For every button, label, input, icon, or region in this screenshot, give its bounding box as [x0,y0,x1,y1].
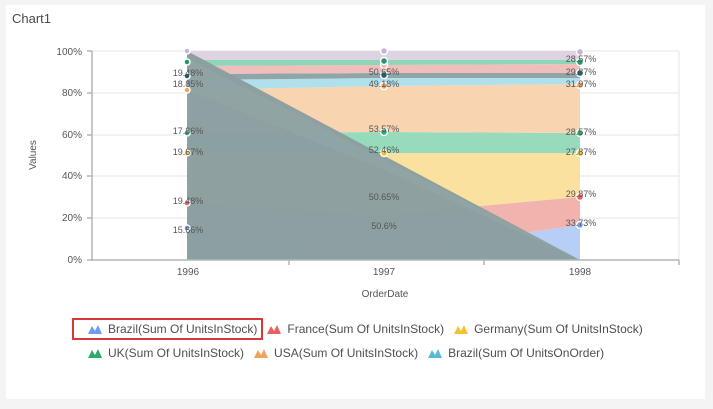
svg-text:20%: 20% [62,213,82,224]
legend-item-france[interactable]: France(Sum Of UnitsInStock) [263,320,448,338]
legend-item-uk[interactable]: UK(Sum Of UnitsInStock) [74,344,248,362]
svg-text:50.6%: 50.6% [371,221,397,231]
x-axis-title: OrderDate [362,289,409,300]
chart-card: Chart1 [6,5,705,399]
svg-text:100%: 100% [56,47,82,58]
area-series-icon [254,349,269,358]
area-series-icon [267,325,282,334]
area-series-icon [88,349,102,358]
svg-text:52.46%: 52.46% [369,145,400,155]
svg-text:15.66%: 15.66% [173,225,204,235]
svg-text:28.57%: 28.57% [566,54,597,64]
svg-text:40%: 40% [62,171,82,182]
svg-text:50.65%: 50.65% [369,67,400,77]
legend-item-usa[interactable]: USA(Sum Of UnitsInStock) [250,344,422,362]
area-series-icon [428,349,443,358]
svg-text:19.67%: 19.67% [173,147,204,157]
svg-text:50.65%: 50.65% [369,192,400,202]
svg-text:17.86%: 17.86% [173,126,204,136]
area-series-icon [88,325,102,334]
svg-text:53.57%: 53.57% [369,124,400,134]
svg-text:29.87%: 29.87% [566,189,597,199]
axes [87,50,680,265]
svg-text:27.87%: 27.87% [566,147,597,157]
markers [183,46,585,232]
legend-item-germany[interactable]: Germany(Sum Of UnitsInStock) [450,320,647,338]
svg-text:1996: 1996 [177,267,200,278]
svg-text:1998: 1998 [569,267,592,278]
x-axis-ticks: 1996 1997 1998 [177,267,592,278]
svg-text:0%: 0% [68,255,83,266]
legend-item-brazil-unitsinstock[interactable]: Brazil(Sum Of UnitsInStock) [71,318,264,340]
chart-legend: Brazil(Sum Of UnitsInStock) France(Sum O… [71,317,674,365]
svg-text:33.73%: 33.73% [566,218,597,228]
svg-text:1997: 1997 [373,267,396,278]
y-axis-ticks: 0% 20% 40% 60% 80% 100% [56,47,82,266]
svg-text:19.48%: 19.48% [173,68,204,78]
svg-text:18.85%: 18.85% [173,79,204,89]
svg-text:80%: 80% [62,88,82,99]
svg-text:31.97%: 31.97% [566,79,597,89]
svg-text:29.87%: 29.87% [566,67,597,77]
data-labels: 15.66% 19.48% 19.67% 17.86% 18.85% 19.48… [173,54,597,235]
chart-plot-area: 15.66% 19.48% 19.67% 17.86% 18.85% 19.48… [28,46,680,300]
svg-text:60%: 60% [62,130,82,141]
area-series-icon [454,325,469,334]
legend-item-brazil-unitsonorder[interactable]: Brazil(Sum Of UnitsOnOrder) [424,344,608,362]
svg-text:19.48%: 19.48% [173,196,204,206]
svg-text:28.57%: 28.57% [566,127,597,137]
y-axis-title: Values [28,140,39,170]
chart-title: Chart1 [12,11,52,26]
svg-text:49.18%: 49.18% [369,79,400,89]
